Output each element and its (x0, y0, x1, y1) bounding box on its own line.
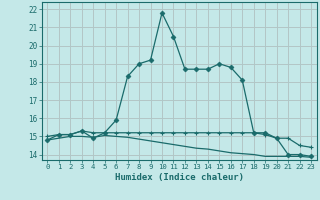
X-axis label: Humidex (Indice chaleur): Humidex (Indice chaleur) (115, 173, 244, 182)
